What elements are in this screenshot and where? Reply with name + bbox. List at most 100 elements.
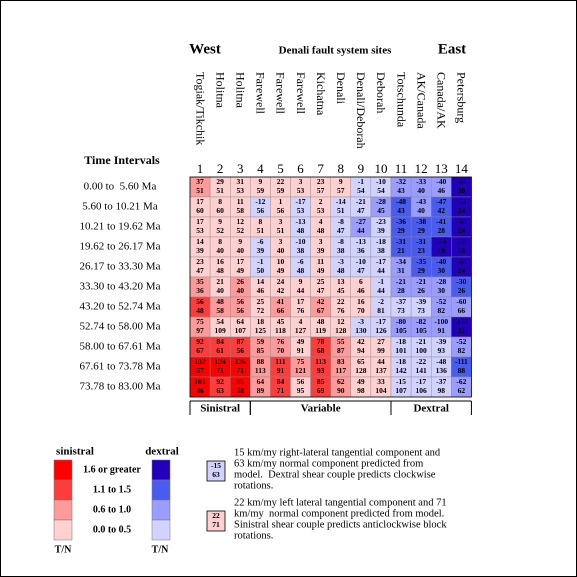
cell-normal: 44 <box>297 286 305 295</box>
cell-normal: 142 <box>395 366 407 375</box>
cell-normal: 28 <box>438 226 446 235</box>
cell-tangential: 12 <box>237 217 245 226</box>
legend-label: 1.6 or greater <box>83 464 141 475</box>
cell-tangential: -1 <box>378 277 384 286</box>
cell-tangential: 16 <box>216 257 224 266</box>
column-number: 11 <box>395 161 408 176</box>
cell-normal: 58 <box>237 386 245 395</box>
column-name: Petersburg <box>455 72 469 123</box>
cell-tangential: 16 <box>357 297 365 306</box>
cell-normal: 38 <box>337 246 345 255</box>
cell-normal: 53 <box>317 206 325 215</box>
column-number: 3 <box>237 161 244 176</box>
cell-tangential: -37 <box>396 297 406 306</box>
cell-normal: 109 <box>215 326 227 335</box>
cell-tangential: 85 <box>317 377 325 386</box>
cell-normal: 40 <box>417 206 425 215</box>
cell-normal: 46 <box>196 386 204 395</box>
cell-normal: 60 <box>216 206 224 215</box>
cell-tangential: -17 <box>416 377 426 386</box>
cell-normal: 47 <box>196 266 204 275</box>
cell-tangential: 75 <box>196 317 204 326</box>
cell-normal: 90 <box>337 386 345 395</box>
example-text: 63 km/my normal component predicted from <box>234 458 423 469</box>
column-name: Denali/Deborah <box>354 72 368 149</box>
cell-tangential: 75 <box>297 357 305 366</box>
cell-tangential: 37 <box>196 177 204 186</box>
cell-normal: 30 <box>458 186 466 195</box>
cell-normal: 45 <box>337 286 345 295</box>
cell-tangential: -30 <box>456 277 466 286</box>
column-name: Farewell <box>294 72 308 115</box>
cell-normal: 73 <box>417 306 425 315</box>
cell-tangential: 22 <box>277 177 285 186</box>
group-label: Variable <box>301 403 341 415</box>
cell-normal: 24 <box>458 266 466 275</box>
cell-tangential: 49 <box>357 377 365 386</box>
cell-normal: 51 <box>277 226 285 235</box>
cell-tangential: -10 <box>376 177 386 186</box>
legend-label: 1.1 to 1.5 <box>93 484 131 495</box>
cell-tangential: 8 <box>218 197 222 206</box>
cell-normal: 36 <box>196 286 204 295</box>
cell-tangential: 17 <box>237 257 245 266</box>
cell-normal: 40 <box>237 246 245 255</box>
cell-tangential: 8 <box>218 237 222 246</box>
cell-tangential: 48 <box>317 317 325 326</box>
cell-tangential: 31 <box>237 177 245 186</box>
cell-normal: 54 <box>377 186 385 195</box>
cell-normal: 31 <box>397 266 405 275</box>
row-label: 33.30 to 43.20 Ma <box>80 281 161 293</box>
cell-tangential: 3 <box>279 217 283 226</box>
cell-normal: 88 <box>458 366 466 375</box>
cell-normal: 36 <box>357 246 365 255</box>
cell-tangential: -133 <box>454 317 468 326</box>
column-name: Denali <box>334 72 348 105</box>
cell-normal: 82 <box>458 346 466 355</box>
cell-normal: 66 <box>458 306 466 315</box>
cell-tangential: 45 <box>277 317 285 326</box>
example-normal: 63 <box>212 470 220 479</box>
example-text: model. Dextral shear couple predicts clo… <box>234 469 436 480</box>
cell-normal: 98 <box>357 386 365 395</box>
cell-tangential: 42 <box>317 297 325 306</box>
cell-tangential: -33 <box>416 177 426 186</box>
cell-tangential: 4 <box>319 217 323 226</box>
legend-swatch <box>151 459 171 481</box>
cell-normal: 52 <box>216 226 224 235</box>
cell-tangential: 3 <box>299 177 303 186</box>
cell-normal: 49 <box>237 266 245 275</box>
cell-normal: 40 <box>216 286 224 295</box>
cell-normal: 101 <box>395 346 407 355</box>
row-axis-title: Time Intervals <box>84 153 160 167</box>
cell-normal: 48 <box>297 226 305 235</box>
column-number: 4 <box>257 161 264 176</box>
cell-tangential: -8 <box>338 217 344 226</box>
cell-normal: 48 <box>297 266 305 275</box>
cell-normal: 136 <box>436 366 448 375</box>
cell-tangential: -21 <box>356 197 366 206</box>
cell-normal: 29 <box>417 226 425 235</box>
cell-tangential: 92 <box>196 337 204 346</box>
cell-tangential: 101 <box>194 377 206 386</box>
cell-tangential: 22 <box>337 297 345 306</box>
row-label: 43.20 to 52.74 Ma <box>80 301 161 313</box>
cell-tangential: -3 <box>358 317 364 326</box>
legend-title: dextral <box>145 446 179 458</box>
cell-normal: 29 <box>417 266 425 275</box>
cell-normal: 47 <box>337 226 345 235</box>
cell-tangential: 33 <box>377 377 385 386</box>
cell-tangential: 132 <box>194 357 206 366</box>
cell-normal: 62 <box>458 386 466 395</box>
cell-normal: 48 <box>196 306 204 315</box>
cell-tangential: 35 <box>196 277 204 286</box>
cell-tangential: -60 <box>456 297 466 306</box>
cell-normal: 51 <box>337 206 345 215</box>
cell-normal: 91 <box>438 326 446 335</box>
legend-swatch <box>53 499 73 521</box>
cell-normal: 29 <box>397 226 405 235</box>
legend-label: 0.6 to 1.0 <box>93 504 131 515</box>
legend-swatch <box>53 479 73 501</box>
cell-tangential: 11 <box>237 197 244 206</box>
